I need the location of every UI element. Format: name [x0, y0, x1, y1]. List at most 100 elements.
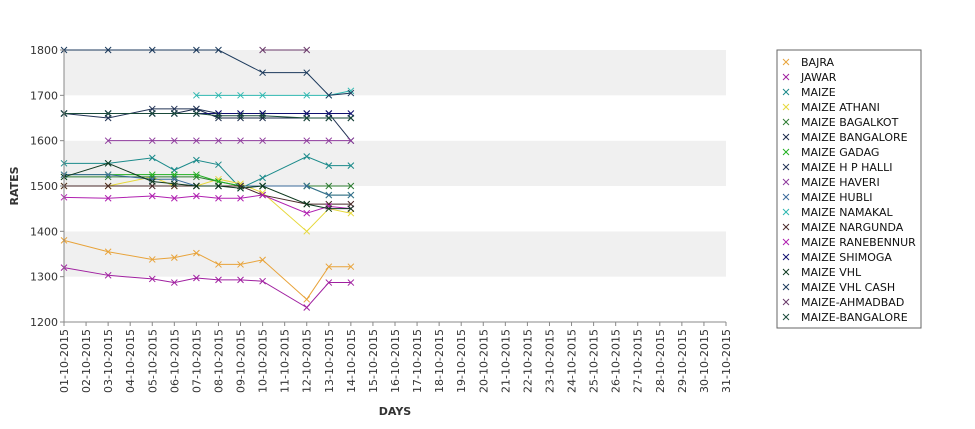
- legend-marker: [782, 253, 790, 261]
- x-tick-label: 06-10-2015: [168, 329, 181, 393]
- data-point: [215, 194, 222, 202]
- legend-marker: [782, 193, 790, 201]
- x-tick-label: 25-10-2015: [588, 329, 601, 393]
- x-tick-label: 22-10-2015: [521, 329, 534, 393]
- x-tick-label: 28-10-2015: [654, 329, 667, 393]
- legend-item: MAIZE H P HALLI: [782, 161, 892, 174]
- legend-label: MAIZE VHL: [801, 266, 862, 279]
- data-point: [259, 91, 266, 99]
- data-point: [325, 91, 333, 99]
- series-maize-vhl-cash: [60, 46, 355, 99]
- grid-band: [64, 140, 726, 186]
- data-point: [259, 191, 266, 199]
- x-tick-label: 30-10-2015: [698, 329, 711, 393]
- legend-box: [776, 49, 922, 329]
- data-point: [259, 256, 266, 264]
- data-point: [303, 137, 311, 145]
- x-tick-label: 16-10-2015: [389, 329, 402, 393]
- legend-item: MAIZE SHIMOGA: [782, 251, 892, 264]
- data-point: [347, 263, 355, 271]
- data-point: [325, 205, 333, 213]
- legend: BAJRA JAWAR MAIZE MAIZE ATHANI MAIZE BAGALKO…: [776, 49, 922, 329]
- data-point: [347, 182, 355, 190]
- data-point: [303, 209, 311, 217]
- data-point: [193, 249, 200, 257]
- series-lines: [60, 46, 355, 311]
- data-point: [170, 180, 178, 188]
- data-point: [325, 114, 333, 122]
- data-point: [259, 189, 266, 197]
- data-point: [170, 110, 178, 117]
- legend-marker: [782, 223, 790, 231]
- legend-label: MAIZE BANGALORE: [801, 131, 908, 144]
- data-point: [303, 200, 311, 208]
- data-point: [325, 191, 333, 199]
- legend-label: MAIZE SHIMOGA: [801, 251, 892, 264]
- data-point: [170, 254, 178, 261]
- grid-band: [64, 276, 726, 322]
- x-tick-label: 21-10-2015: [499, 329, 512, 393]
- data-point: [193, 274, 200, 282]
- y-tick-label: 1300: [30, 271, 58, 284]
- data-point: [193, 156, 200, 164]
- legend-label: MAIZE BAGALKOT: [801, 116, 899, 129]
- legend-item: MAIZE: [782, 86, 836, 99]
- data-point: [259, 69, 266, 77]
- y-tick-label: 1700: [30, 89, 58, 102]
- legend-item: MAIZE HUBLI: [782, 191, 872, 204]
- data-point: [215, 112, 222, 120]
- x-tick-label: 07-10-2015: [190, 329, 203, 393]
- data-point: [259, 277, 266, 285]
- data-point: [259, 182, 266, 190]
- series-maize-bangalore: [60, 110, 355, 122]
- series-maize-haveri: [104, 137, 355, 145]
- legend-item: BAJRA: [782, 56, 835, 69]
- series-maize-ahmadbad: [259, 46, 311, 54]
- data-point: [215, 161, 222, 169]
- grid-band: [64, 95, 726, 141]
- x-tick-label: 11-10-2015: [279, 329, 292, 393]
- legend-label: JAWAR: [800, 71, 837, 84]
- data-point: [148, 154, 156, 162]
- legend-item: MAIZE NAMAKAL: [782, 206, 894, 219]
- legend-marker: [782, 148, 790, 156]
- legend-item: MAIZE ATHANI: [782, 101, 880, 114]
- legend-item: MAIZE HAVERI: [782, 176, 880, 189]
- data-point: [347, 137, 355, 145]
- legend-items: BAJRA JAWAR MAIZE MAIZE ATHANI MAIZE BAGALKO…: [782, 56, 916, 324]
- x-tick-label: 27-10-2015: [632, 329, 645, 393]
- legend-item: MAIZE BANGALORE: [782, 131, 908, 144]
- data-point: [237, 137, 244, 145]
- data-point: [325, 182, 333, 190]
- data-point: [303, 227, 311, 235]
- data-point: [193, 110, 200, 117]
- data-point: [104, 194, 112, 202]
- x-tick-label: 23-10-2015: [543, 329, 556, 393]
- legend-marker: [782, 88, 790, 96]
- data-point: [193, 171, 200, 179]
- data-point: [215, 276, 222, 284]
- legend-marker: [782, 178, 790, 186]
- legend-marker: [782, 313, 790, 321]
- legend-label: MAIZE RANEBENNUR: [801, 236, 916, 249]
- legend-item: MAIZE GADAG: [782, 146, 879, 159]
- data-point: [104, 182, 112, 190]
- legend-marker: [782, 103, 790, 111]
- data-point: [104, 159, 112, 167]
- data-point: [170, 137, 178, 145]
- data-point: [237, 276, 244, 284]
- x-tick-label: 15-10-2015: [367, 329, 380, 393]
- y-tick-label: 1800: [30, 44, 58, 57]
- legend-label: MAIZE HAVERI: [801, 176, 880, 189]
- data-point: [215, 182, 222, 190]
- legend-label: MAIZE NARGUNDA: [801, 221, 904, 234]
- legend-label: MAIZE VHL CASH: [801, 281, 895, 294]
- data-point: [347, 114, 355, 122]
- legend-label: MAIZE-BANGALORE: [801, 311, 908, 324]
- legend-label: MAIZE-AHMADBAD: [801, 296, 904, 309]
- x-axis-title: DAYS: [379, 405, 412, 418]
- y-tick-label: 1500: [30, 180, 58, 193]
- series-maize-ranebennur: [60, 191, 355, 217]
- x-tick-label: 04-10-2015: [124, 329, 137, 393]
